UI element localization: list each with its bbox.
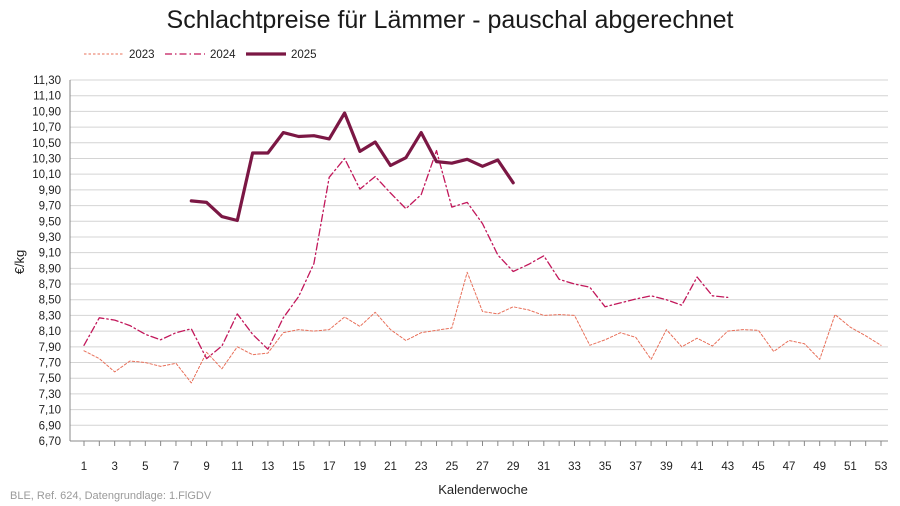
- x-tick-label: 53: [875, 461, 888, 473]
- y-tick-label: 10,30: [32, 153, 61, 165]
- x-tick-label: 33: [568, 461, 581, 473]
- x-tick-label: 37: [629, 461, 642, 473]
- x-tick-label: 47: [783, 461, 796, 473]
- y-tick-label: 7,90: [39, 342, 61, 354]
- series-line-2024: [83, 149, 729, 360]
- x-tick-label: 15: [292, 461, 305, 473]
- x-tick-label: 25: [445, 461, 458, 473]
- y-tick-label: 8,30: [39, 310, 61, 322]
- x-tick-label: 51: [844, 461, 857, 473]
- x-axis-ticks: 1 3 5 7 9 11 13 15 17 19 21 23 25 27 29 31 33 35 37 39 41 43 4…: [81, 461, 888, 473]
- series-line-2025: [189, 111, 515, 223]
- x-tick-label: 21: [384, 461, 397, 473]
- y-tick-label: 10,10: [32, 169, 61, 181]
- legend: 2023 2024 2025: [84, 49, 317, 61]
- series-lines: [83, 111, 882, 384]
- x-tick-label: 27: [476, 461, 489, 473]
- y-tick-label: 7,50: [39, 373, 61, 385]
- legend-label-2025: 2025: [291, 49, 317, 61]
- y-tick-label: 10,90: [32, 106, 61, 118]
- x-tick-label: 3: [111, 461, 117, 473]
- y-tick-label: 6,70: [39, 436, 61, 448]
- x-tick-label: 41: [691, 461, 704, 473]
- y-tick-label: 10,70: [32, 122, 61, 134]
- x-tick-label: 19: [353, 461, 366, 473]
- y-tick-label: 7,30: [39, 389, 61, 401]
- legend-label-2023: 2023: [129, 49, 155, 61]
- x-tick-label: 49: [813, 461, 826, 473]
- x-tick-label: 39: [660, 461, 673, 473]
- x-tick-label: 17: [323, 461, 336, 473]
- x-tick-label: 11: [231, 461, 243, 473]
- y-tick-label: 9,90: [39, 185, 61, 197]
- y-tick-label: 11,10: [33, 91, 61, 103]
- y-tick-label: 8,50: [39, 295, 61, 307]
- y-tick-label: 9,10: [39, 248, 61, 260]
- y-tick-label: 6,90: [39, 420, 61, 432]
- y-tick-label: 7,70: [39, 358, 61, 370]
- y-tick-label: 9,70: [39, 201, 61, 213]
- x-tick-label: 43: [721, 461, 734, 473]
- y-tick-label: 9,50: [39, 216, 61, 228]
- x-tick-label: 5: [142, 461, 148, 473]
- x-tick-label: 31: [537, 461, 550, 473]
- source-note: BLE, Ref. 624, Datengrundlage: 1.FlGDV: [10, 490, 212, 502]
- series-line-2023: [83, 271, 882, 384]
- x-tick-label: 13: [262, 461, 275, 473]
- x-tick-label: 7: [173, 461, 179, 473]
- x-tick-label: 35: [599, 461, 612, 473]
- x-axis-label: Kalenderwoche: [438, 482, 528, 497]
- y-tick-label: 11,30: [33, 75, 61, 87]
- y-tick-label: 9,30: [39, 232, 61, 244]
- legend-label-2024: 2024: [210, 49, 236, 61]
- x-tick-label: 29: [507, 461, 520, 473]
- y-tick-label: 8,10: [39, 326, 61, 338]
- axes: [69, 80, 888, 446]
- y-tick-label: 7,10: [39, 405, 61, 417]
- x-tick-label: 9: [203, 461, 209, 473]
- x-tick-label: 45: [752, 461, 765, 473]
- y-axis-label: €/kg: [12, 250, 27, 275]
- y-tick-label: 8,70: [39, 279, 61, 291]
- y-tick-label: 8,90: [39, 263, 61, 275]
- y-axis-ticks: 6,70 6,90 7,10 7,30 7,50 7,70 7,90 8,10 8,30 8,50…: [32, 75, 61, 448]
- x-tick-label: 1: [81, 461, 87, 473]
- gridlines: [70, 79, 888, 442]
- chart-title: Schlachtpreise für Lämmer - pauschal abg…: [166, 6, 734, 34]
- x-tick-label: 23: [415, 461, 428, 473]
- y-tick-label: 10,50: [32, 138, 61, 150]
